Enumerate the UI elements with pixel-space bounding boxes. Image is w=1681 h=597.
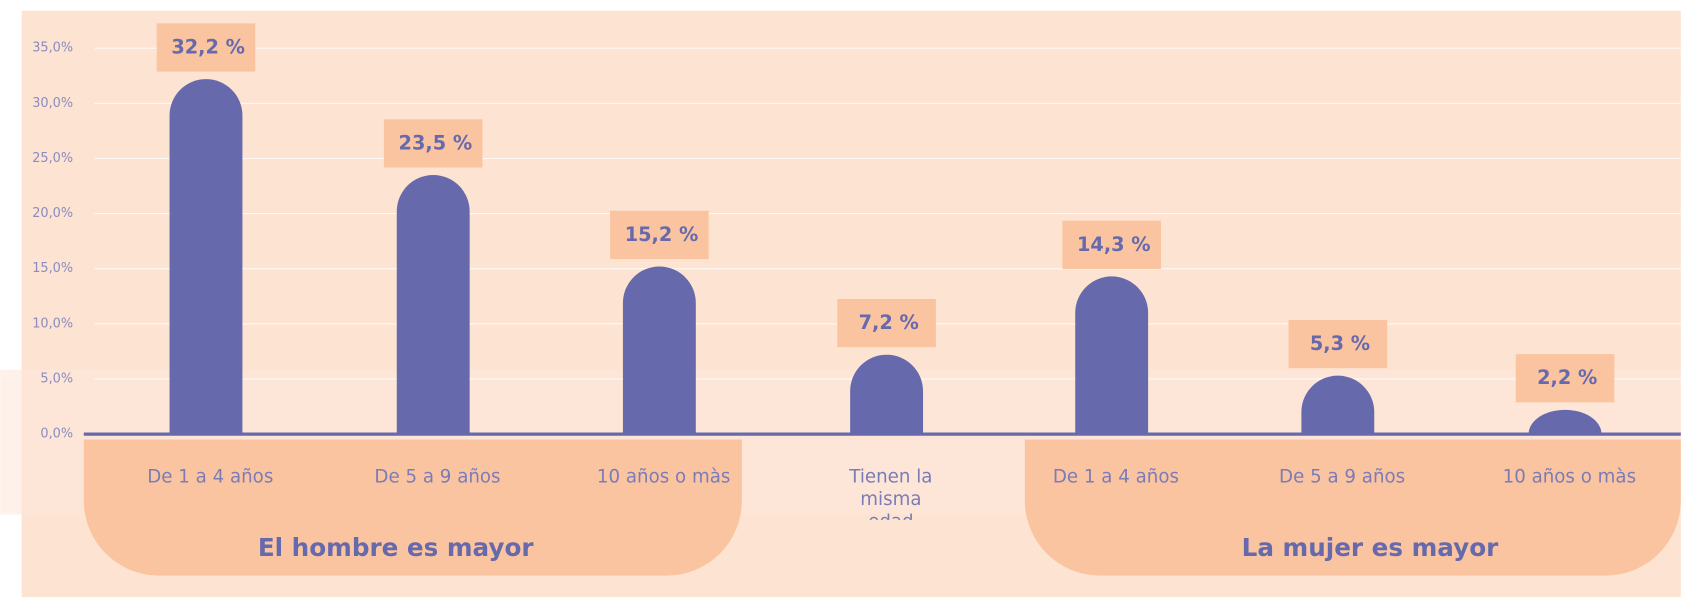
x-tick-label: De 1 a 4 años bbox=[1052, 466, 1180, 488]
value-label-box bbox=[383, 119, 483, 168]
value-label: 5,3 % bbox=[1310, 332, 1370, 355]
value-label-box bbox=[610, 210, 709, 260]
x-tick-label-box: 10 años o màs bbox=[596, 466, 731, 488]
value-label-box bbox=[1515, 354, 1615, 403]
value-label: 7,2 % bbox=[859, 311, 919, 334]
x-tick-label-box: De 5 a 9 años bbox=[1279, 466, 1406, 488]
x-tick-label: 10 años o màs bbox=[1502, 466, 1637, 488]
group-label: La mujer es mayor bbox=[1242, 533, 1500, 562]
x-tick-label: De 5 a 9 años bbox=[1279, 466, 1406, 488]
x-tick-label-box: Tienen la misma edad bbox=[849, 466, 933, 520]
y-tick-label: 15,0% bbox=[32, 261, 73, 276]
group-shape bbox=[1024, 439, 1681, 576]
x-tick-label-box: De 1 a 4 años bbox=[1052, 466, 1180, 488]
y-tick-label: 5,0% bbox=[40, 371, 73, 386]
x-tick-label: Tienen la misma edad bbox=[849, 466, 933, 520]
value-label: 2,2 % bbox=[1537, 366, 1597, 389]
y-tick-label: 30,0% bbox=[32, 96, 73, 111]
bar bbox=[169, 79, 243, 435]
x-tick-label-box: 10 años o màs bbox=[1502, 466, 1637, 488]
bar bbox=[1301, 375, 1375, 435]
bar bbox=[1528, 409, 1602, 435]
x-tick-label-box: De 5 a 9 años bbox=[374, 466, 501, 488]
x-tick-label: 10 años o màs bbox=[596, 466, 731, 488]
x-tick-label: De 5 a 9 años bbox=[374, 466, 501, 488]
y-tick-label: 25,0% bbox=[32, 151, 73, 166]
value-label: 15,2 % bbox=[625, 223, 699, 246]
value-label-box bbox=[1062, 220, 1161, 269]
value-label: 14,3 % bbox=[1077, 233, 1151, 256]
bar bbox=[622, 266, 696, 435]
bar bbox=[396, 175, 470, 435]
y-tick-label: 10,0% bbox=[32, 316, 73, 331]
value-label-box bbox=[156, 23, 256, 72]
x-tick-label-box: De 1 a 4 años bbox=[147, 466, 274, 488]
value-label-box bbox=[1288, 319, 1388, 369]
x-tick-label: De 1 a 4 años bbox=[147, 466, 274, 488]
group-shape bbox=[83, 439, 742, 576]
value-label: 32,2 % bbox=[171, 36, 245, 59]
y-tick-label: 20,0% bbox=[32, 206, 73, 221]
y-tick-label: 35,0% bbox=[32, 41, 73, 56]
bar bbox=[1075, 276, 1149, 435]
bar bbox=[850, 354, 924, 435]
value-label: 23,5 % bbox=[399, 131, 473, 154]
y-tick-label: 0,0% bbox=[40, 427, 73, 442]
value-label-box bbox=[837, 298, 936, 348]
group-label: El hombre es mayor bbox=[258, 533, 535, 562]
